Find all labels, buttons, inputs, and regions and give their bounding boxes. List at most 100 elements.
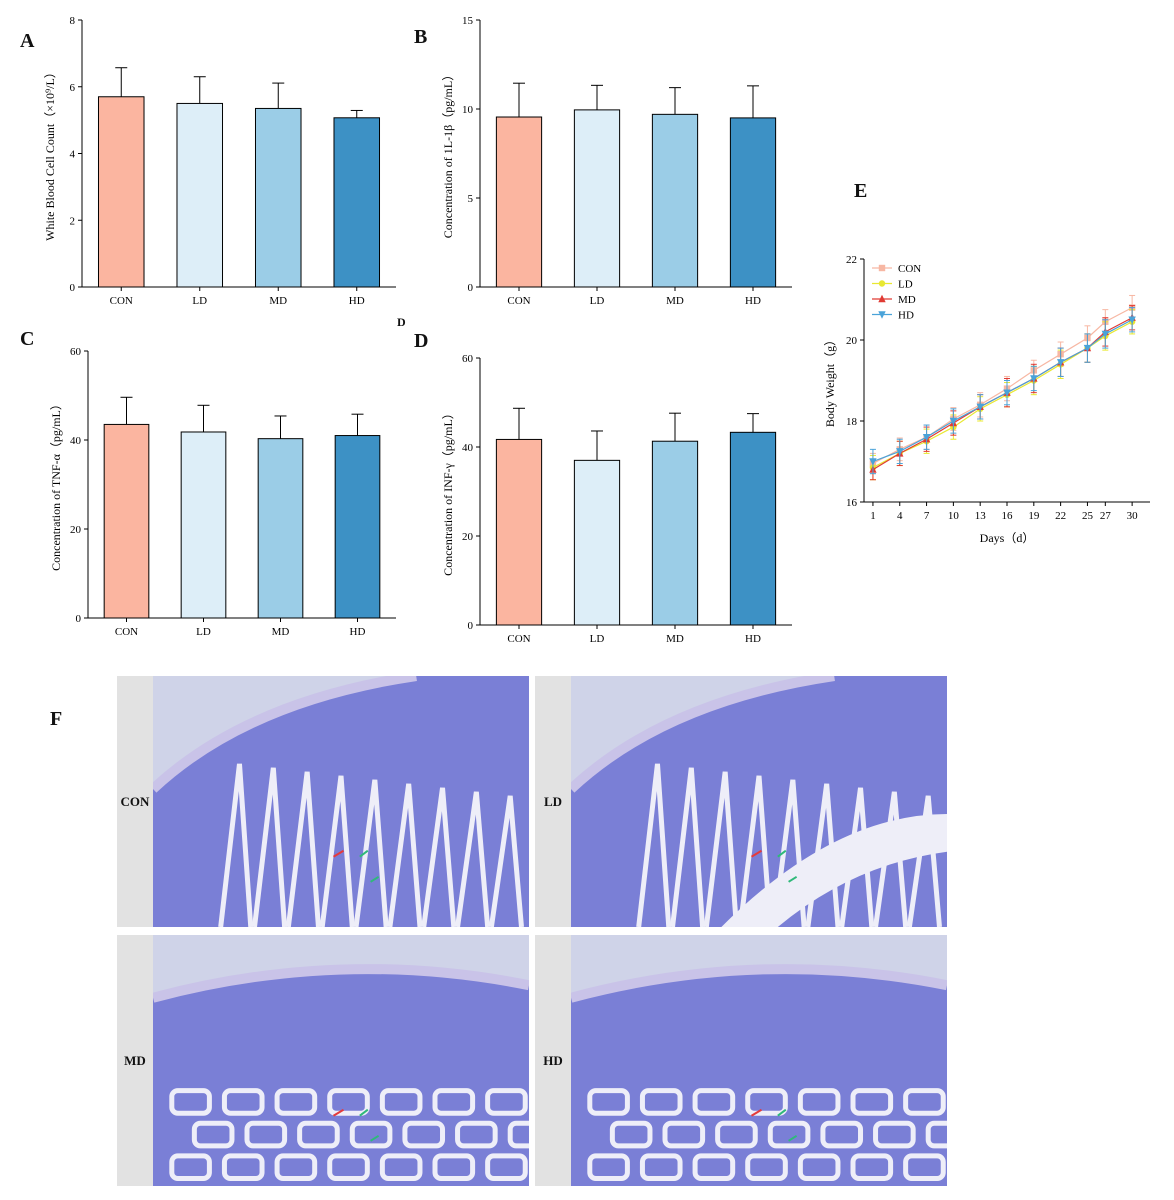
x-tick-label: 19 <box>1028 510 1040 522</box>
bar-con <box>103 423 150 619</box>
bar-ld <box>573 459 621 626</box>
histology-image-ld <box>571 676 947 927</box>
bar-chart-d: 0 20 40 60 CON LD MD HD Concentration of INF-γ（p… <box>441 353 792 645</box>
data-point <box>878 294 886 303</box>
x-tick-label: 16 <box>1002 510 1014 522</box>
stray-label: D <box>397 315 406 329</box>
legend-item-md: MD <box>872 294 916 306</box>
x-tick-label: MD <box>666 295 684 307</box>
data-point <box>976 403 984 412</box>
histology-label-ld: LD <box>535 676 571 927</box>
data-point <box>896 448 904 456</box>
x-tick-label: MD <box>272 626 290 638</box>
legend-item-ld: LD <box>872 279 913 291</box>
x-tick-label: MD <box>666 633 684 645</box>
legend-item-hd: HD <box>872 310 914 322</box>
histology-image-con <box>153 676 529 927</box>
data-point <box>1056 359 1065 367</box>
y-axis-label: Concentration of TNF-α（pg/mL） <box>49 398 63 571</box>
bar-hd <box>334 435 381 619</box>
legend-label: LD <box>898 279 913 291</box>
y-tick-label: 0 <box>76 613 82 625</box>
y-tick-label: 40 <box>70 435 82 447</box>
y-axis-label: Body Weight（g） <box>823 334 837 427</box>
bar-hd <box>729 117 777 288</box>
y-tick-label: 20 <box>462 531 474 543</box>
y-tick-label: 5 <box>468 193 474 205</box>
data-point <box>1083 344 1092 353</box>
x-tick-label: LD <box>192 295 207 307</box>
x-tick-label: 27 <box>1100 510 1112 522</box>
y-tick-label: 22 <box>846 254 857 266</box>
x-tick-label: HD <box>745 295 761 307</box>
bar-chart-b: 0 5 10 15 CON LD MD HD Concentration of 1L-1β（pg… <box>441 15 792 307</box>
panel-letter-c: C <box>20 328 35 350</box>
x-tick-label: HD <box>745 633 761 645</box>
x-tick-label: CON <box>110 295 133 307</box>
y-tick-label: 0 <box>468 620 474 632</box>
y-tick-label: 10 <box>462 104 474 116</box>
y-tick-label: 60 <box>462 353 474 365</box>
series-hd <box>869 307 1136 475</box>
x-tick-label: LD <box>590 633 605 645</box>
x-tick-label: 22 <box>1055 510 1066 522</box>
x-tick-label: 4 <box>897 510 903 522</box>
bar-ld <box>573 109 621 288</box>
histology-label-hd: HD <box>535 935 571 1186</box>
y-tick-label: 0 <box>468 282 474 294</box>
y-tick-label: 2 <box>70 215 76 227</box>
y-axis-label: Concentration of INF-γ（pg/mL） <box>441 407 455 576</box>
legend-label: CON <box>898 263 921 275</box>
bar-con <box>495 438 543 626</box>
data-point <box>878 280 886 287</box>
series-con <box>869 294 1136 475</box>
bar-ld <box>176 102 224 288</box>
x-tick-label: 1 <box>870 510 876 522</box>
y-tick-label: 20 <box>846 335 858 347</box>
x-tick-label: LD <box>590 295 605 307</box>
y-tick-label: 20 <box>70 524 82 536</box>
data-point <box>922 434 931 442</box>
x-tick-label: 25 <box>1082 510 1094 522</box>
y-tick-label: 6 <box>70 82 76 94</box>
histology-label-md: MD <box>117 935 153 1186</box>
series-line <box>872 307 1133 465</box>
x-tick-label: CON <box>115 626 138 638</box>
histology-image-md <box>153 935 529 1186</box>
y-tick-label: 18 <box>846 416 858 428</box>
bar-ld <box>180 431 227 619</box>
data-point <box>869 458 877 466</box>
series-line <box>872 317 1133 471</box>
histology-image-hd <box>571 935 947 1186</box>
x-tick-label: CON <box>507 295 530 307</box>
data-point <box>878 264 886 272</box>
bar-con <box>97 96 145 288</box>
data-point <box>1128 316 1136 324</box>
y-tick-label: 15 <box>462 15 474 27</box>
y-tick-label: 16 <box>846 497 858 509</box>
bar-chart-c: 0 20 40 60 CON LD MD HD Concentration of TNF-α（p… <box>49 346 396 638</box>
data-point <box>1003 389 1011 397</box>
data-point <box>1101 330 1110 339</box>
bar-md <box>651 113 699 288</box>
x-tick-label: 30 <box>1127 510 1139 522</box>
y-tick-label: 40 <box>462 442 474 454</box>
x-tick-label: 10 <box>948 510 960 522</box>
panel-letter-f: F <box>50 708 63 730</box>
panel-letter-d: D <box>414 330 429 352</box>
x-tick-label: HD <box>350 626 366 638</box>
y-tick-label: 8 <box>70 15 76 27</box>
y-axis-label: Concentration of 1L-1β（pg/mL） <box>441 69 455 238</box>
legend-item-con: CON <box>872 263 921 275</box>
data-point <box>949 417 958 426</box>
panel-letter-a: A <box>20 30 35 52</box>
x-tick-label: 13 <box>975 510 987 522</box>
bar-chart-a: 0 2 4 6 8 CON LD MD HD White Blood Cell Count（×10… <box>43 15 396 307</box>
data-point <box>1030 375 1038 383</box>
bar-hd <box>729 431 777 626</box>
x-tick-label: MD <box>269 295 287 307</box>
series-md <box>869 305 1136 481</box>
bar-md <box>254 107 302 288</box>
bar-md <box>257 438 304 619</box>
legend-label: MD <box>898 294 916 306</box>
